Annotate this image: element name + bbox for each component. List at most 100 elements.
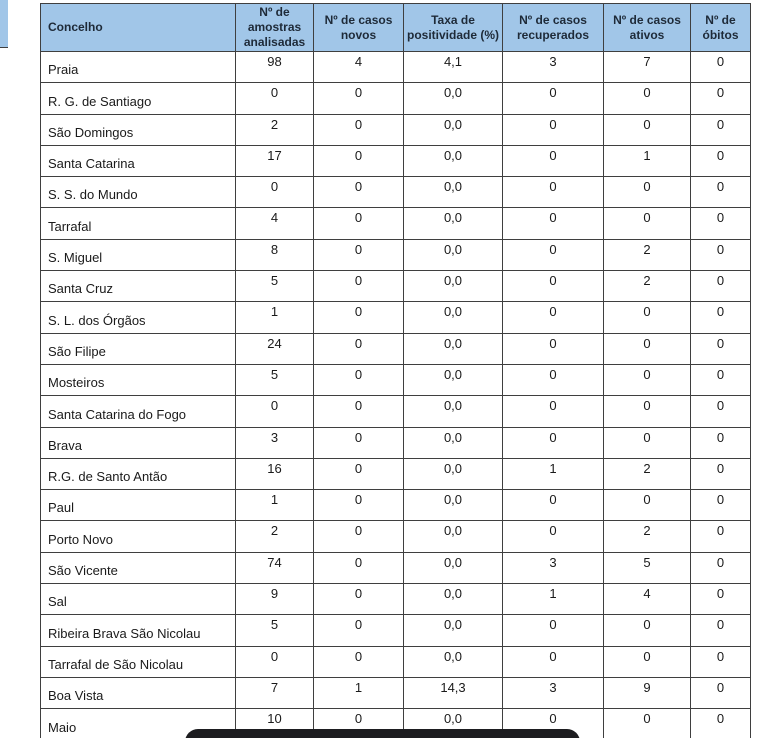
amostras-cell: 0 [235, 645, 314, 678]
amostras-cell: 1 [235, 489, 314, 522]
amostras-cell: 24 [235, 332, 314, 365]
taxa-positividade-cell: 0,0 [403, 113, 503, 146]
concelho-cell: Praia [40, 50, 236, 84]
col-header-casos-novos: Nº de casos novos [313, 3, 404, 52]
casos-ativos-cell: 2 [603, 520, 691, 553]
recuperados-cell: 0 [502, 614, 604, 647]
covid-concelho-table: Concelho Nº de amostras analisadas Nº de… [40, 3, 751, 738]
recuperados-cell: 0 [502, 363, 604, 397]
casos-ativos-cell: 2 [603, 238, 691, 272]
taxa-positividade-cell: 4,1 [403, 50, 503, 84]
obitos-cell: 0 [690, 82, 751, 115]
casos-novos-cell: 0 [313, 82, 404, 115]
taxa-positividade-cell: 0,0 [403, 614, 503, 647]
amostras-cell: 5 [235, 614, 314, 647]
table-body: Praia 98 4 4,1 3 7 0 R. G. de Santiago 0… [40, 50, 751, 738]
amostras-cell: 98 [235, 50, 314, 84]
taxa-positividade-cell: 0,0 [403, 332, 503, 365]
concelho-cell: Porto Novo [40, 520, 236, 553]
concelho-cell: Mosteiros [40, 363, 236, 397]
recuperados-cell: 0 [502, 301, 604, 334]
obitos-cell: 0 [690, 113, 751, 146]
recuperados-cell: 1 [502, 457, 604, 491]
casos-ativos-cell: 0 [603, 82, 691, 115]
casos-ativos-cell: 0 [603, 113, 691, 146]
taxa-positividade-cell: 0,0 [403, 395, 503, 428]
concelho-cell: Paul [40, 489, 236, 522]
taxa-positividade-cell: 0,0 [403, 520, 503, 553]
taxa-positividade-cell: 0,0 [403, 551, 503, 585]
recuperados-cell: 3 [502, 551, 604, 585]
recuperados-cell: 0 [502, 176, 604, 209]
casos-ativos-cell: 0 [603, 395, 691, 428]
obitos-cell: 0 [690, 583, 751, 616]
casos-novos-cell: 4 [313, 50, 404, 84]
table-row: Paul 1 0 0,0 0 0 0 [40, 489, 751, 522]
recuperados-cell: 0 [502, 238, 604, 272]
amostras-cell: 2 [235, 113, 314, 146]
recuperados-cell: 3 [502, 676, 604, 710]
taxa-positividade-cell: 0,0 [403, 301, 503, 334]
casos-novos-cell: 0 [313, 270, 404, 303]
table-row: R. G. de Santiago 0 0 0,0 0 0 0 [40, 82, 751, 115]
casos-ativos-cell: 5 [603, 551, 691, 585]
amostras-cell: 1 [235, 301, 314, 334]
taxa-positividade-cell: 0,0 [403, 207, 503, 240]
amostras-cell: 8 [235, 238, 314, 272]
col-header-casos-ativos: Nº de casos ativos [603, 3, 691, 52]
taxa-positividade-cell: 0,0 [403, 489, 503, 522]
casos-novos-cell: 0 [313, 113, 404, 146]
casos-ativos-cell: 0 [603, 489, 691, 522]
casos-ativos-cell: 0 [603, 363, 691, 397]
table-row: S. Miguel 8 0 0,0 0 2 0 [40, 238, 751, 272]
concelho-cell: S. Miguel [40, 238, 236, 272]
obitos-cell: 0 [690, 332, 751, 365]
recuperados-cell: 0 [502, 270, 604, 303]
casos-novos-cell: 0 [313, 207, 404, 240]
amostras-cell: 0 [235, 395, 314, 428]
amostras-cell: 7 [235, 676, 314, 710]
casos-ativos-cell: 0 [603, 708, 691, 738]
col-header-amostras: Nº de amostras analisadas [235, 3, 314, 52]
amostras-cell: 4 [235, 207, 314, 240]
concelho-cell: R.G. de Santo Antão [40, 457, 236, 491]
table-row: São Domingos 2 0 0,0 0 0 0 [40, 113, 751, 146]
table-row: São Filipe 24 0 0,0 0 0 0 [40, 332, 751, 365]
taxa-positividade-cell: 0,0 [403, 583, 503, 616]
obitos-cell: 0 [690, 176, 751, 209]
amostras-cell: 74 [235, 551, 314, 585]
recuperados-cell: 3 [502, 50, 604, 84]
recuperados-cell: 0 [502, 489, 604, 522]
casos-ativos-cell: 1 [603, 144, 691, 178]
concelho-cell: Ribeira Brava São Nicolau [40, 614, 236, 647]
concelho-cell: Brava [40, 426, 236, 459]
concelho-cell: Santa Catarina do Fogo [40, 395, 236, 428]
amostras-cell: 5 [235, 270, 314, 303]
obitos-cell: 0 [690, 614, 751, 647]
amostras-cell: 2 [235, 520, 314, 553]
casos-novos-cell: 0 [313, 551, 404, 585]
recuperados-cell: 0 [502, 113, 604, 146]
cropped-table-fragment [0, 0, 8, 48]
concelho-cell: Santa Catarina [40, 144, 236, 178]
casos-novos-cell: 0 [313, 645, 404, 678]
obitos-cell: 0 [690, 301, 751, 334]
table-row: Tarrafal 4 0 0,0 0 0 0 [40, 207, 751, 240]
recuperados-cell: 0 [502, 207, 604, 240]
taxa-positividade-cell: 0,0 [403, 457, 503, 491]
concelho-cell: São Filipe [40, 332, 236, 365]
taxa-positividade-cell: 0,0 [403, 82, 503, 115]
col-header-concelho: Concelho [40, 3, 236, 52]
table-row: Tarrafal de São Nicolau 0 0 0,0 0 0 0 [40, 645, 751, 678]
recuperados-cell: 0 [502, 332, 604, 365]
table-row: S. L. dos Órgãos 1 0 0,0 0 0 0 [40, 301, 751, 334]
col-header-taxa-positividade: Taxa de positividade (%) [403, 3, 503, 52]
table-row: São Vicente 74 0 0,0 3 5 0 [40, 551, 751, 585]
casos-novos-cell: 0 [313, 301, 404, 334]
casos-ativos-cell: 0 [603, 426, 691, 459]
casos-novos-cell: 0 [313, 583, 404, 616]
obitos-cell: 0 [690, 207, 751, 240]
casos-novos-cell: 0 [313, 144, 404, 178]
casos-ativos-cell: 0 [603, 645, 691, 678]
table-row: Sal 9 0 0,0 1 4 0 [40, 583, 751, 616]
